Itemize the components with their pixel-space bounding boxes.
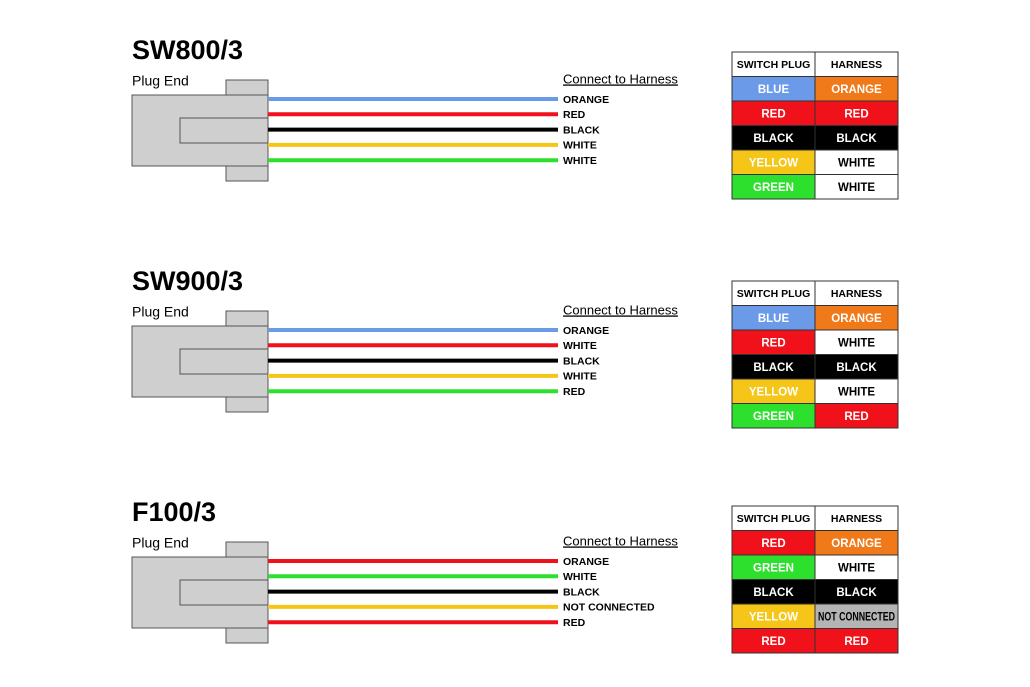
table-cell bbox=[814, 305, 899, 331]
table-cell-text: ORANGE bbox=[831, 84, 882, 96]
table-cell bbox=[731, 628, 816, 654]
table-cell-text: GREEN bbox=[753, 182, 794, 194]
plug-slot bbox=[179, 117, 269, 144]
wire-label: RED bbox=[563, 109, 586, 121]
table-cell bbox=[814, 403, 899, 429]
table-cell bbox=[814, 329, 899, 355]
table-cell-text: RED bbox=[761, 636, 785, 648]
table-cell bbox=[731, 354, 816, 380]
wire-label: WHITE bbox=[563, 371, 597, 383]
table-cell-text: BLACK bbox=[836, 587, 877, 599]
harness-label: Connect to Harness bbox=[563, 533, 678, 548]
table-cell bbox=[731, 403, 816, 429]
table-cell-text: GREEN bbox=[753, 411, 794, 423]
table-cell-text: RED bbox=[761, 108, 785, 120]
table-cell bbox=[731, 530, 816, 556]
table-cell bbox=[814, 100, 899, 126]
wire-label: RED bbox=[563, 386, 586, 398]
table-cell bbox=[731, 554, 816, 580]
table-cell bbox=[814, 149, 899, 175]
table-cell-text: ORANGE bbox=[831, 538, 882, 550]
table-cell-text: BLACK bbox=[753, 133, 794, 145]
table-header-cell bbox=[814, 51, 899, 77]
plug-label: Plug End bbox=[132, 535, 189, 551]
wire-label: BLACK bbox=[563, 124, 600, 136]
wire-label: WHITE bbox=[563, 340, 597, 352]
plug-tab bbox=[225, 310, 269, 328]
table-cell bbox=[814, 125, 899, 151]
table-cell-text: WHITE bbox=[838, 182, 875, 194]
table-cell-text: BLUE bbox=[758, 84, 790, 96]
table-cell-text: WHITE bbox=[838, 157, 875, 169]
table-cell-text: RED bbox=[844, 108, 868, 120]
table-cell-text: YELLOW bbox=[749, 157, 798, 169]
plug-slot bbox=[179, 579, 269, 606]
plug-tab bbox=[225, 395, 269, 413]
wire-label: ORANGE bbox=[563, 325, 609, 337]
wire-label: WHITE bbox=[563, 155, 597, 167]
table-cell bbox=[814, 603, 899, 629]
table-cell bbox=[814, 354, 899, 380]
plug-tab bbox=[225, 79, 269, 97]
section-title: SW900/3 bbox=[132, 266, 243, 296]
section-title: F100/3 bbox=[132, 497, 216, 527]
table-cell bbox=[814, 579, 899, 605]
plug-label: Plug End bbox=[132, 73, 189, 89]
wire-label: NOT CONNECTED bbox=[563, 602, 655, 614]
plug-tab bbox=[225, 164, 269, 182]
table-cell-text: WHITE bbox=[838, 337, 875, 349]
table-cell-text: YELLOW bbox=[749, 386, 798, 398]
harness-label: Connect to Harness bbox=[563, 302, 678, 317]
table-cell bbox=[814, 554, 899, 580]
wire-label: WHITE bbox=[563, 571, 597, 583]
table-cell-text: GREEN bbox=[753, 562, 794, 574]
wire-label: BLACK bbox=[563, 355, 600, 367]
table-cell-text: BLACK bbox=[836, 362, 877, 374]
table-cell-text: BLACK bbox=[836, 133, 877, 145]
table-cell-text: RED bbox=[844, 411, 868, 423]
table-cell bbox=[814, 628, 899, 654]
wire-label: RED bbox=[563, 617, 586, 629]
wire-label: WHITE bbox=[563, 140, 597, 152]
wire-label: ORANGE bbox=[563, 556, 609, 568]
table-cell bbox=[814, 530, 899, 556]
table-cell-text: NOT CONNECTED bbox=[818, 611, 895, 623]
table-header: HARNESS bbox=[831, 288, 882, 300]
table-header: HARNESS bbox=[831, 513, 882, 525]
table-header: SWITCH PLUG bbox=[737, 513, 811, 525]
table-cell-text: RED bbox=[844, 636, 868, 648]
table-header: HARNESS bbox=[831, 59, 882, 71]
table-cell-text: WHITE bbox=[838, 386, 875, 398]
table-cell-text: BLACK bbox=[753, 362, 794, 374]
wire-label: ORANGE bbox=[563, 94, 609, 106]
section-title: SW800/3 bbox=[132, 35, 243, 65]
plug-label: Plug End bbox=[132, 304, 189, 320]
table-cell-text: BLACK bbox=[753, 587, 794, 599]
table-cell-text: ORANGE bbox=[831, 313, 882, 325]
plug-slot bbox=[179, 348, 269, 375]
plug-tab bbox=[225, 541, 269, 559]
table-header: SWITCH PLUG bbox=[737, 288, 811, 300]
table-cell-text: RED bbox=[761, 337, 785, 349]
plug-tab bbox=[225, 626, 269, 644]
harness-label: Connect to Harness bbox=[563, 71, 678, 86]
table-cell bbox=[814, 174, 899, 200]
table-cell-text: YELLOW bbox=[749, 611, 798, 623]
table-header: SWITCH PLUG bbox=[737, 59, 811, 71]
table-header-cell bbox=[731, 505, 816, 531]
table-cell bbox=[814, 378, 899, 404]
table-header-cell bbox=[731, 280, 816, 306]
wire-label: BLACK bbox=[563, 586, 600, 598]
table-cell-text: RED bbox=[761, 538, 785, 550]
table-cell-text: BLUE bbox=[758, 313, 790, 325]
table-cell-text: WHITE bbox=[838, 562, 875, 574]
table-cell bbox=[814, 76, 899, 102]
